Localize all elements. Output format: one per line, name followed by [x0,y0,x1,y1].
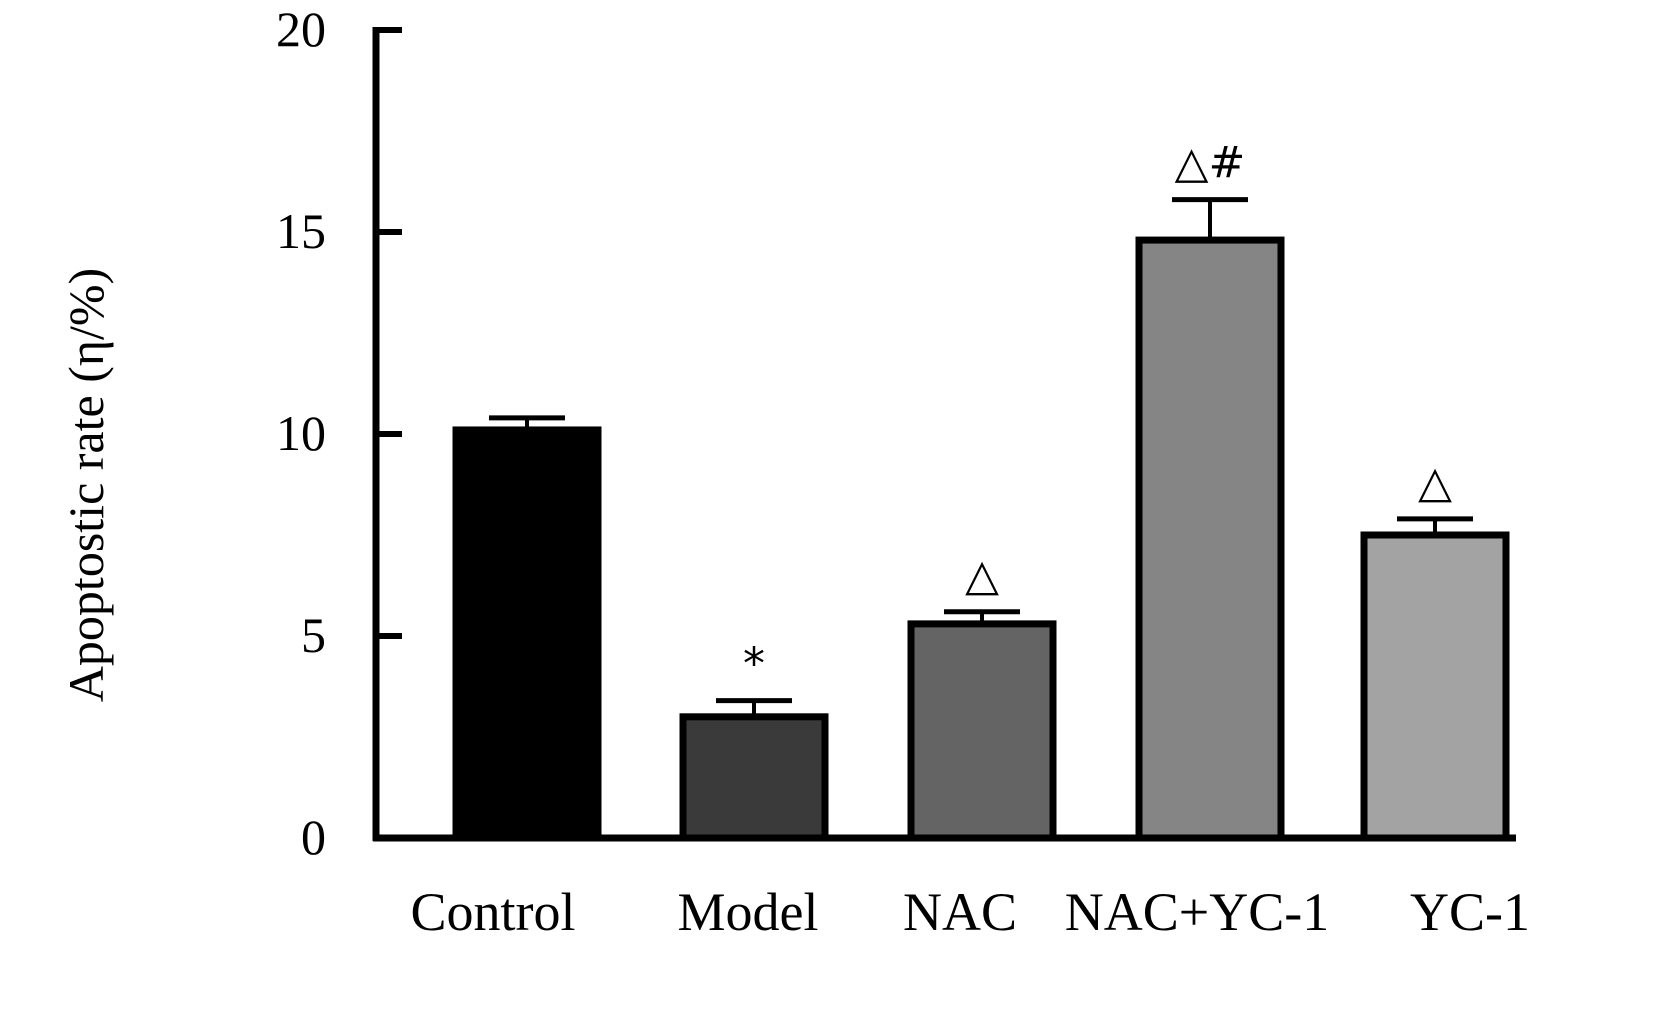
x-tick-label: NAC+YC-1 [1065,882,1329,942]
y-tick-label: 5 [301,607,326,663]
y-axis-title-group: Apoptostic rate (η/%) [58,268,114,702]
bars: * △ △# △ [452,138,1510,842]
bar-group-nac-yc-1: △# [1135,138,1285,842]
bar-group-control [452,415,602,842]
y-axis-title: Apoptostic rate (η/%) [58,268,114,702]
y-axis-ticks: 0 5 10 15 20 [276,1,402,865]
significance-marker: * [743,639,765,690]
significance-marker: △ [1418,457,1452,508]
bar [1135,236,1285,842]
x-tick-label: Control [410,882,575,942]
bar [679,713,829,842]
y-tick-label: 10 [276,405,326,461]
y-tick-label: 15 [276,203,326,259]
x-axis-labels: Control Model NAC NAC+YC-1 YC-1 [410,882,1530,942]
x-tick-label: YC-1 [1410,882,1530,942]
x-tick-label: NAC [903,882,1017,942]
axes [372,27,1516,842]
x-tick-label: Model [678,882,819,942]
bar-group-nac: △ [907,550,1057,842]
significance-marker: △ [965,550,999,601]
y-tick-label: 0 [301,809,326,865]
bar [907,620,1057,842]
bar-group-model: * [679,639,829,842]
y-tick-label: 20 [276,1,326,57]
bar [1360,531,1510,842]
significance-marker: △# [1175,138,1246,189]
bar-group-yc-1: △ [1360,457,1510,842]
bar [452,426,602,842]
